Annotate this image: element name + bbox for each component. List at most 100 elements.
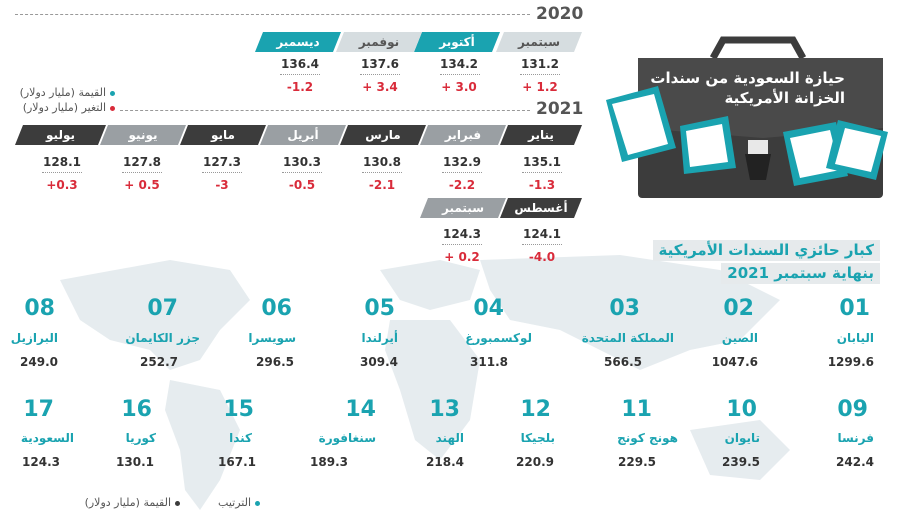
country-name: سنغافورة (318, 431, 376, 445)
value-2020-november: 137.6 (361, 57, 399, 71)
tab-2020-december: ديسمبر (255, 32, 341, 52)
country-name: السعودية (20, 431, 74, 445)
separator (520, 74, 560, 75)
tab-2021-april: أبريل (260, 125, 346, 145)
country-name: لوكسمبورغ (465, 331, 532, 345)
country-value: 252.7 (140, 355, 178, 369)
rank-number: 11 (621, 397, 652, 422)
country-value: 130.1 (116, 455, 154, 469)
value-2021-april: 130.3 (283, 155, 321, 169)
rank-number: 14 (345, 397, 376, 422)
country-name: فرنسا (837, 431, 874, 445)
change-2021-march: -2.1 (368, 178, 396, 192)
country-name: الصين (721, 331, 758, 345)
value-2021-march: 130.8 (363, 155, 401, 169)
change-2021-august: -4.0 (528, 250, 556, 264)
change-2021-july: +0.3 (46, 178, 78, 192)
value-2021-july: 128.1 (43, 155, 81, 169)
tab-2021-july: يوليو (15, 125, 106, 145)
country-name: كوريا (125, 431, 156, 445)
separator (280, 74, 320, 75)
year-2020-label: 2020 (536, 4, 584, 24)
value-2021-february: 132.9 (443, 155, 481, 169)
value-2021-september: 124.3 (443, 227, 481, 241)
tab-2021-january: يناير (500, 125, 582, 145)
separator (202, 172, 242, 173)
rank-number: 05 (364, 296, 395, 321)
value-2020-september: 131.2 (521, 57, 559, 71)
country-name: هونج كونج (617, 431, 678, 445)
country-name: المملكة المتحدة (581, 331, 674, 345)
change-2020-october: + 3.0 (441, 80, 477, 94)
rank-number: 15 (223, 397, 254, 422)
change-2021-february: -2.2 (448, 178, 476, 192)
tab-2020-november: نوفمبر (336, 32, 422, 52)
separator (442, 244, 482, 245)
change-2021-september: + 0.2 (444, 250, 480, 264)
country-value: 309.4 (360, 355, 398, 369)
country-value: 296.5 (256, 355, 294, 369)
country-value: 124.3 (22, 455, 60, 469)
country-value: 189.3 (310, 455, 348, 469)
year-2021-line (120, 110, 530, 111)
tab-2021-august: أغسطس (500, 198, 582, 218)
rank-number: 06 (261, 296, 292, 321)
legend-change: التغير (مليار دولار) (15, 101, 115, 114)
rank-number: 02 (723, 296, 754, 321)
country-name: تايوان (724, 431, 760, 445)
world-map-background (60, 255, 790, 510)
change-2021-april: -0.5 (288, 178, 316, 192)
legend-rank: الترتيب (190, 496, 260, 509)
separator (360, 74, 400, 75)
separator (362, 172, 402, 173)
value-2021-june: 127.8 (123, 155, 161, 169)
dark-dot-icon (175, 500, 180, 506)
country-name: سويسرا (248, 331, 296, 345)
country-value: 218.4 (426, 455, 464, 469)
tab-2021-may: مايو (180, 125, 266, 145)
country-value: 1299.6 (827, 355, 874, 369)
country-value: 1047.6 (711, 355, 758, 369)
tab-2020-october: أكتوبر (414, 32, 500, 52)
rank-number: 17 (23, 397, 54, 422)
change-2021-may: -3 (215, 178, 229, 192)
country-name: اليابان (836, 331, 874, 345)
country-value: 220.9 (516, 455, 554, 469)
change-2021-january: -1.3 (528, 178, 556, 192)
value-2020-december: 136.4 (281, 57, 319, 71)
separator (442, 172, 482, 173)
country-value: 242.4 (836, 455, 874, 469)
rank-number: 13 (429, 397, 460, 422)
country-name: بلجيكا (520, 431, 555, 445)
separator (522, 244, 562, 245)
country-value: 566.5 (604, 355, 642, 369)
country-name: أيرلندا (361, 331, 398, 345)
year-2021-label: 2021 (536, 99, 584, 119)
rank-number: 07 (147, 296, 178, 321)
rank-number: 01 (839, 296, 870, 321)
rank-number: 08 (24, 296, 55, 321)
holders-title: كبار حائزي السندات الأمريكية بنهاية سبتم… (640, 240, 880, 286)
value-2020-october: 134.2 (440, 57, 478, 71)
country-value: 311.8 (470, 355, 508, 369)
rank-number: 09 (837, 397, 868, 422)
country-name: كندا (229, 431, 252, 445)
separator (440, 74, 480, 75)
red-dot-icon (110, 105, 115, 111)
tab-2021-september: سبتمبر (420, 198, 506, 218)
change-2020-september: + 1.2 (522, 80, 558, 94)
rank-number: 03 (609, 296, 640, 321)
year-2020-line (15, 14, 530, 15)
legend-value: القيمة (مليار دولار) (15, 86, 115, 99)
rank-number: 04 (473, 296, 504, 321)
country-name: الهند (435, 431, 464, 445)
rank-number: 10 (726, 397, 757, 422)
country-value: 167.1 (218, 455, 256, 469)
teal-dot-icon (255, 500, 260, 506)
tab-2021-june: يونيو (100, 125, 186, 145)
country-name: البرازيل (10, 331, 58, 345)
legend-bottom-value: القيمة (مليار دولار) (55, 496, 180, 509)
country-value: 239.5 (722, 455, 760, 469)
separator (122, 172, 162, 173)
value-2021-may: 127.3 (203, 155, 241, 169)
